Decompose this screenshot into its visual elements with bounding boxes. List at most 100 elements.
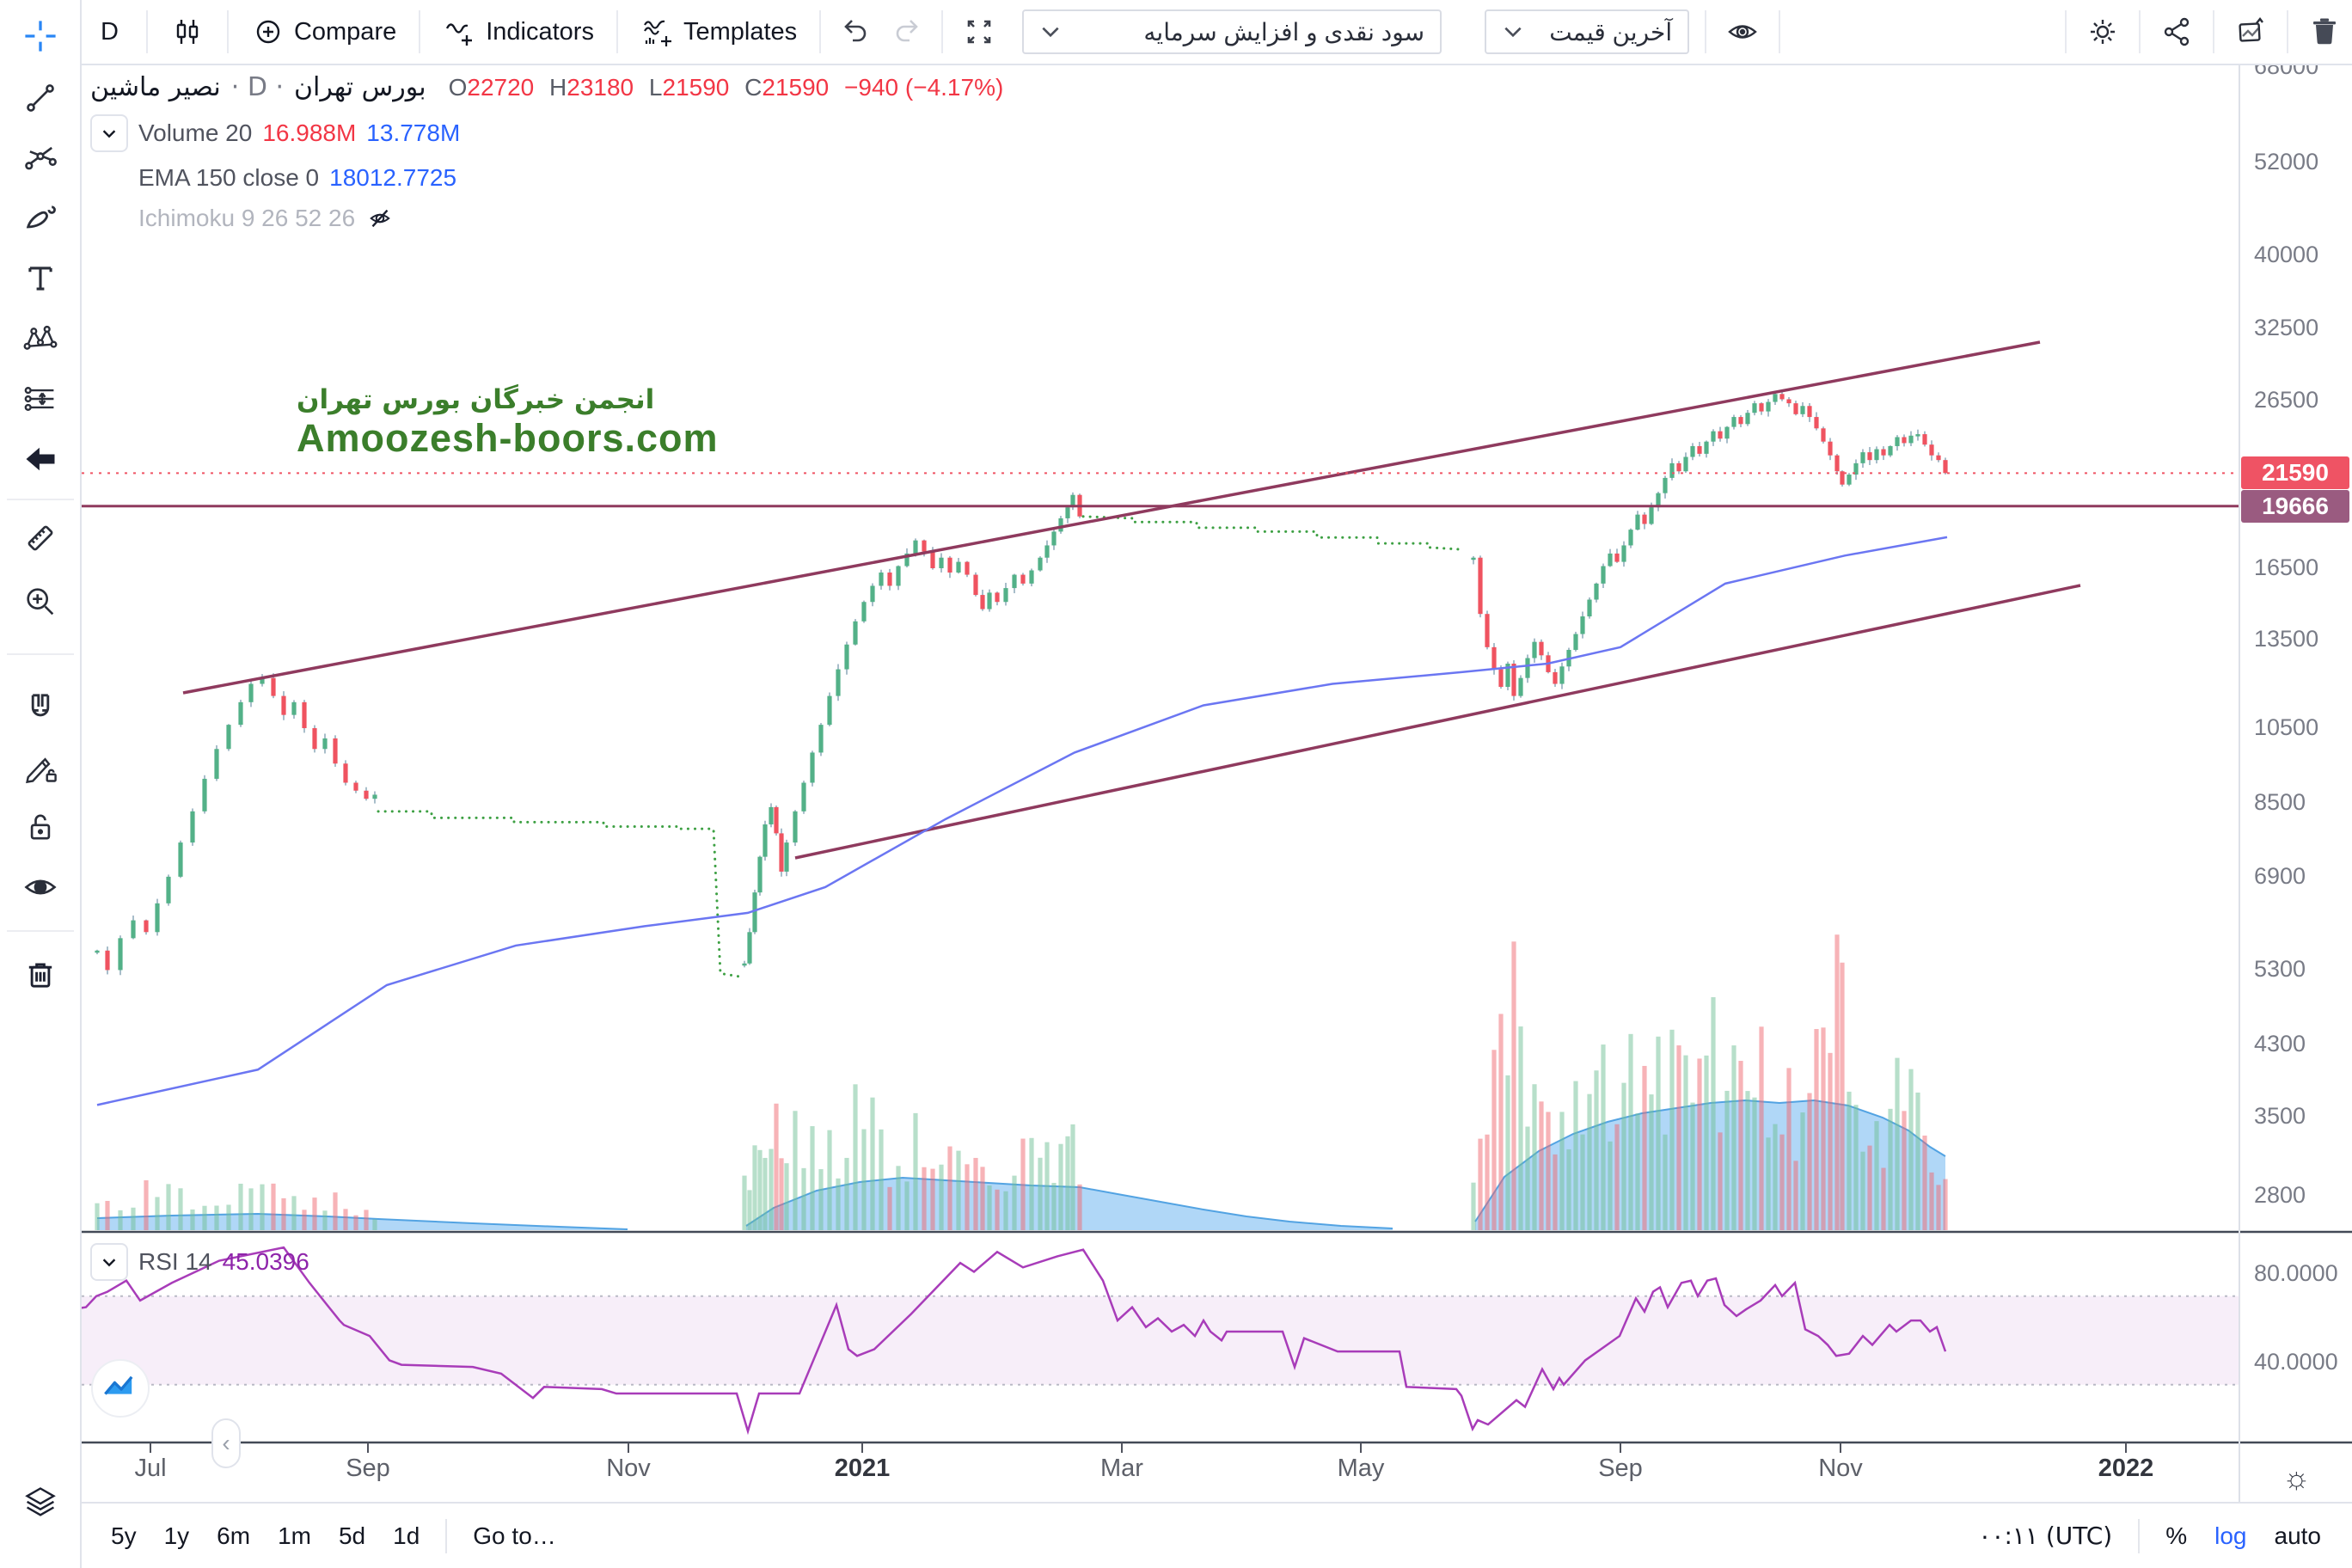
- time-axis-month-label[interactable]: Nov: [1818, 1455, 1863, 1482]
- chart-style-button[interactable]: [156, 6, 218, 58]
- camera-icon: [2239, 17, 2263, 42]
- compare-label: Compare: [293, 17, 397, 46]
- candle-body: [774, 806, 779, 834]
- log-scale-button[interactable]: log: [2214, 1522, 2247, 1549]
- time-axis-year-label[interactable]: 2022: [2098, 1455, 2154, 1482]
- volume-bar: [1752, 1097, 1757, 1230]
- lock-all-tool-icon[interactable]: [18, 805, 63, 849]
- goto-button[interactable]: Go to…: [473, 1522, 556, 1549]
- range-button-1y[interactable]: 1y: [163, 1522, 190, 1549]
- snapshot-button[interactable]: [2223, 6, 2278, 58]
- range-button-5y[interactable]: 5y: [111, 1522, 137, 1549]
- volume-bar: [1020, 1138, 1026, 1230]
- time-axis-month-label[interactable]: Jul: [134, 1455, 167, 1482]
- ema-label[interactable]: EMA 150 close 0: [138, 164, 320, 191]
- legend-collapse-button[interactable]: [90, 114, 128, 152]
- channel-lower-line[interactable]: [794, 584, 2081, 860]
- volume-label[interactable]: Volume 20: [138, 119, 253, 146]
- candle-body: [1814, 417, 1819, 429]
- plot-area[interactable]: [56, 340, 2239, 1436]
- price-mode-dropdown[interactable]: آخرین قیمت: [1485, 9, 1690, 54]
- rsi-label[interactable]: RSI 14: [138, 1248, 212, 1275]
- interval-button[interactable]: D: [82, 6, 138, 58]
- compare-button[interactable]: Compare: [237, 6, 410, 58]
- range-button-6m[interactable]: 6m: [217, 1522, 251, 1549]
- volume-bar: [769, 1148, 774, 1230]
- fullscreen-button[interactable]: [952, 6, 1007, 58]
- trend-line-tool-icon[interactable]: [18, 76, 63, 120]
- brush-tool-icon[interactable]: [18, 196, 63, 241]
- volume-bar: [1642, 1065, 1647, 1230]
- magnet-tool-icon[interactable]: [18, 684, 63, 729]
- text-tool-icon[interactable]: [18, 256, 63, 301]
- volume-bar: [1485, 1134, 1490, 1230]
- axis-settings-icon[interactable]: ☼: [2282, 1460, 2311, 1495]
- crosshair-tool-icon[interactable]: [18, 14, 63, 58]
- object-tree-icon[interactable]: [18, 1480, 63, 1525]
- symbol-interval: · D ·: [230, 72, 284, 102]
- symbol-name: نصیر ماشین: [90, 72, 221, 102]
- arrow-tool-icon[interactable]: [18, 437, 63, 481]
- visibility-button[interactable]: [1715, 6, 1770, 58]
- measure-tool-icon[interactable]: [18, 516, 63, 560]
- volume-bar: [973, 1157, 978, 1230]
- percent-scale-button[interactable]: %: [2165, 1522, 2188, 1549]
- volume-bar: [1867, 1145, 1872, 1230]
- range-button-1d[interactable]: 1d: [393, 1522, 420, 1549]
- clock-utc[interactable]: ۰۰:۱۱ (UTC): [1978, 1522, 2113, 1550]
- settings-button[interactable]: [2075, 6, 2130, 58]
- candle-body: [1003, 588, 1008, 603]
- templates-button[interactable]: Templates: [627, 6, 811, 58]
- auto-scale-button[interactable]: auto: [2274, 1522, 2322, 1549]
- candle-body: [930, 551, 935, 569]
- time-axis-month-label[interactable]: Sep: [346, 1455, 390, 1482]
- halt-dotted-line: [377, 810, 743, 978]
- volume-bar: [1800, 1112, 1805, 1230]
- redo-button[interactable]: [881, 6, 933, 58]
- symbol-row[interactable]: نصیر ماشین · D · بورس تهران O22720 H2318…: [90, 72, 1003, 102]
- candle-body: [879, 573, 884, 586]
- chevron-down-icon: [1042, 27, 1059, 38]
- time-axis-month-label[interactable]: Sep: [1598, 1455, 1643, 1482]
- zoom-in-tool-icon[interactable]: [18, 579, 63, 624]
- volume-bar: [1936, 1185, 1941, 1230]
- xabcd-pattern-tool-icon[interactable]: [18, 316, 63, 361]
- pane-collapse-handle[interactable]: ‹: [211, 1418, 241, 1468]
- time-axis-month-label[interactable]: Nov: [606, 1455, 651, 1482]
- candle-body: [1690, 445, 1695, 457]
- eye-off-icon[interactable]: [365, 204, 395, 233]
- volume-bar: [1065, 1136, 1070, 1230]
- indicators-button[interactable]: Indicators: [429, 6, 608, 58]
- channel-upper-line[interactable]: [182, 340, 2041, 695]
- delete-button[interactable]: [2297, 6, 2352, 58]
- ichimoku-label[interactable]: Ichimoku 9 26 52 26: [138, 205, 356, 231]
- volume-bar: [353, 1215, 358, 1230]
- volume-bar: [1943, 1179, 1948, 1230]
- range-button-1m[interactable]: 1m: [278, 1522, 311, 1549]
- hide-drawings-tool-icon[interactable]: [18, 865, 63, 910]
- gann-fib-tool-icon[interactable]: [18, 136, 63, 181]
- share-button[interactable]: [2149, 6, 2204, 58]
- time-axis-month-label[interactable]: Mar: [1100, 1455, 1143, 1482]
- volume-bar: [1881, 1167, 1886, 1230]
- candle-body: [965, 561, 970, 575]
- candle-body: [1051, 531, 1057, 546]
- range-button-5d[interactable]: 5d: [338, 1522, 366, 1549]
- volume-bar: [742, 1175, 747, 1230]
- drawing-lock-tool-icon[interactable]: [18, 744, 63, 789]
- candle-body: [818, 725, 824, 753]
- rsi-axis-label: 40.0000: [2254, 1349, 2338, 1375]
- forecast-tool-icon[interactable]: [18, 377, 63, 421]
- templates-icon: [644, 20, 671, 46]
- remove-drawings-tool-icon[interactable]: [18, 952, 63, 997]
- candle-body: [1881, 449, 1886, 456]
- undo-button[interactable]: [830, 6, 881, 58]
- adjustment-dropdown[interactable]: سود نقدی و افزایش سرمایه: [1022, 9, 1442, 54]
- candle-body: [1773, 394, 1778, 402]
- price-axis-label: 26500: [2254, 386, 2319, 413]
- candle-body: [95, 950, 100, 953]
- time-axis-month-label[interactable]: May: [1337, 1455, 1385, 1482]
- rsi-collapse-button[interactable]: [90, 1243, 128, 1281]
- time-axis-year-label[interactable]: 2021: [834, 1455, 891, 1482]
